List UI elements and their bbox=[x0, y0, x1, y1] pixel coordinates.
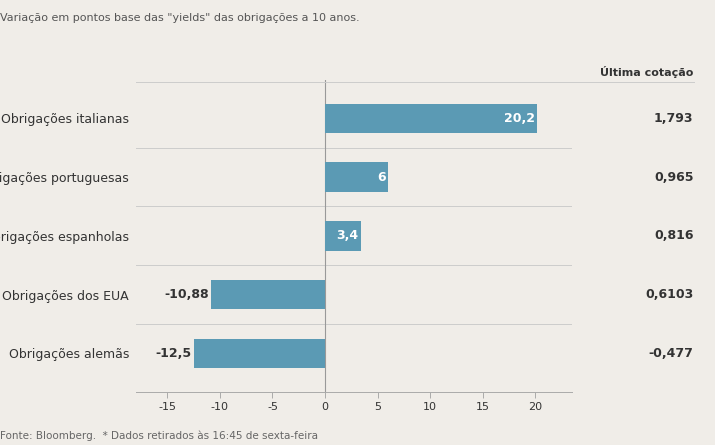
Text: -0,477: -0,477 bbox=[649, 347, 694, 360]
Text: -12,5: -12,5 bbox=[155, 347, 192, 360]
Bar bbox=[211, 280, 325, 309]
Bar bbox=[325, 104, 537, 133]
Text: -10,88: -10,88 bbox=[164, 288, 209, 301]
Text: 3,4: 3,4 bbox=[337, 229, 359, 243]
Text: 20,2: 20,2 bbox=[504, 112, 536, 125]
Bar bbox=[325, 221, 361, 251]
Text: 0,816: 0,816 bbox=[654, 229, 694, 243]
Text: Variação em pontos base das "yields" das obrigações a 10 anos.: Variação em pontos base das "yields" das… bbox=[0, 13, 360, 23]
Text: 1,793: 1,793 bbox=[654, 112, 694, 125]
Text: 6: 6 bbox=[378, 170, 386, 184]
Bar bbox=[194, 339, 325, 368]
Text: Fonte: Bloomberg.  * Dados retirados às 16:45 de sexta-feira: Fonte: Bloomberg. * Dados retirados às 1… bbox=[0, 430, 318, 441]
Text: 0,965: 0,965 bbox=[654, 170, 694, 184]
Text: Última cotação: Última cotação bbox=[600, 66, 694, 78]
Bar bbox=[325, 162, 388, 192]
Text: 0,6103: 0,6103 bbox=[646, 288, 694, 301]
